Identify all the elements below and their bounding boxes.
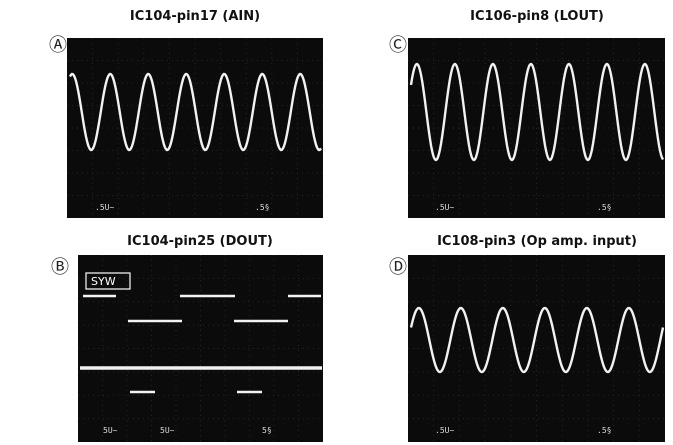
panel-title: IC106-pin8 (LOUT) <box>470 9 604 24</box>
scope-screen <box>408 255 665 442</box>
scale-label: .5§ <box>597 426 612 435</box>
scale-label: .5U~ <box>435 426 454 435</box>
panel-marker: Ⓑ <box>51 257 69 278</box>
scale-label: .5§ <box>597 203 612 212</box>
scale-label: .5U~ <box>95 203 114 212</box>
scale-label: 5§ <box>262 426 272 435</box>
scale-label: .5§ <box>255 203 270 212</box>
panel-title: IC108-pin3 (Op amp. input) <box>437 234 637 249</box>
panel-marker: Ⓓ <box>389 257 407 278</box>
panel-marker: Ⓐ <box>49 35 67 56</box>
panel-marker: Ⓒ <box>389 35 407 56</box>
panel-title: IC104-pin25 (DOUT) <box>127 234 273 249</box>
scale-label: .5U~ <box>435 203 454 212</box>
scale-label: 5U~ <box>103 426 118 435</box>
scale-label: 5U~ <box>160 426 175 435</box>
figure: IC104-pin17 (AIN) IC104-pin25 (DOUT) IC1… <box>0 0 673 445</box>
tag: SYW <box>91 275 116 288</box>
page: {"panels": [ {"marker": "Ⓐ", "title": "I… <box>0 0 673 445</box>
panel-title: IC104-pin17 (AIN) <box>130 9 260 24</box>
